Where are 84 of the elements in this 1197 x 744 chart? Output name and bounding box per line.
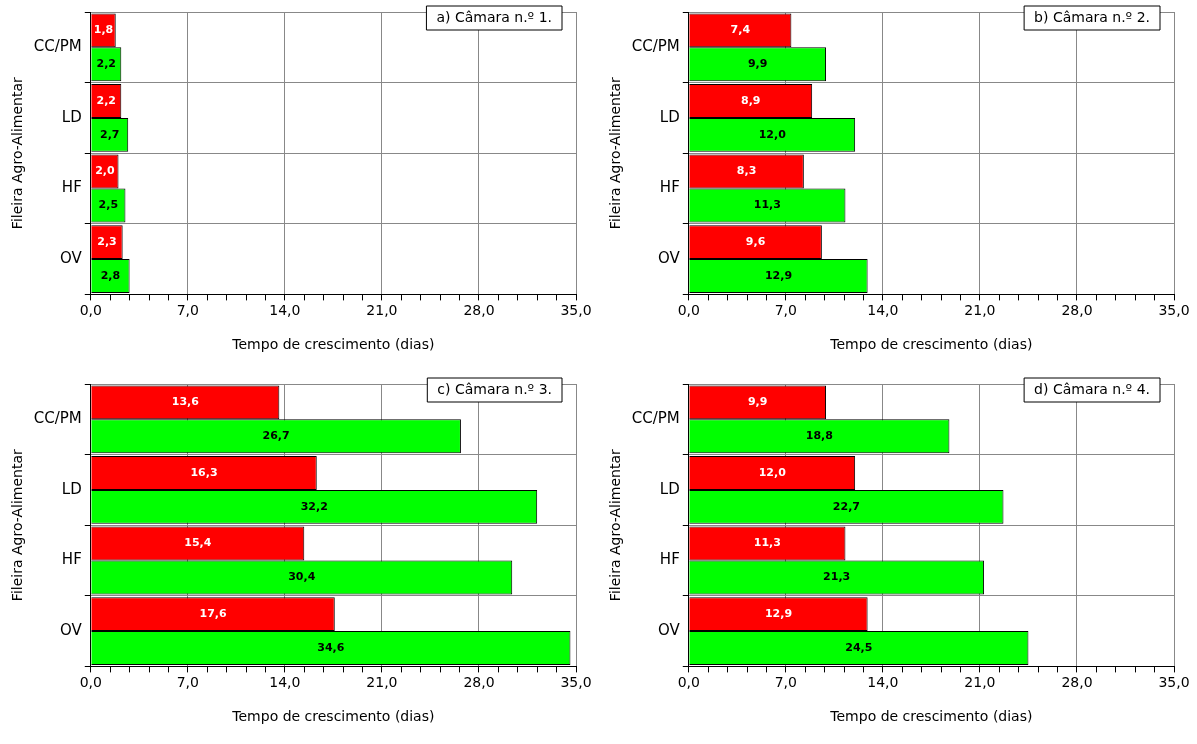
- x-axis-title: Tempo de crescimento (dias): [829, 708, 1033, 725]
- x-tick-label: 35,0: [560, 674, 592, 691]
- x-tick-label: 35,0: [1158, 302, 1190, 319]
- x-axis-title: Tempo de crescimento (dias): [829, 336, 1033, 353]
- text: 2,2: [96, 57, 117, 71]
- x-tick-label: 14,0: [269, 302, 301, 319]
- y-tick-label: OV: [59, 248, 83, 267]
- y-tick-label: CC/PM: [33, 409, 82, 428]
- text: 2,8: [100, 268, 121, 282]
- text: 32,2: [300, 499, 328, 513]
- text: 16,3: [190, 465, 218, 479]
- text: 12,9: [764, 607, 793, 621]
- x-tick-label: 28,0: [1061, 674, 1093, 691]
- y-tick-label: HF: [659, 550, 680, 569]
- x-tick-label: 14,0: [867, 302, 899, 319]
- y-tick-label: CC/PM: [631, 37, 680, 56]
- chart-title: a) Câmara n.º 1.: [436, 8, 552, 25]
- y-tick-label: HF: [659, 178, 680, 197]
- x-tick-label: 14,0: [867, 674, 899, 691]
- text: 2,5: [98, 198, 119, 212]
- text: 26,7: [262, 429, 290, 443]
- text: 9,9: [747, 57, 768, 71]
- text: 9,6: [745, 235, 766, 249]
- y-tick-label: LD: [61, 479, 82, 498]
- text: 12,0: [758, 127, 786, 141]
- x-tick-label: 28,0: [463, 674, 495, 691]
- text: 11,3: [753, 198, 781, 212]
- x-tick-label: 0,0: [79, 302, 102, 319]
- text: 11,3: [753, 536, 781, 550]
- x-tick-label: 0,0: [79, 674, 102, 691]
- y-axis-title: Fileira Agro-Alimentar: [607, 77, 624, 230]
- text: 1,8: [93, 23, 114, 37]
- x-tick-label: 21,0: [366, 302, 398, 319]
- y-tick-label: OV: [657, 248, 681, 267]
- y-tick-label: OV: [59, 620, 83, 639]
- text: 2,2: [96, 93, 117, 107]
- x-tick-label: 21,0: [964, 302, 996, 319]
- x-axis-title: Tempo de crescimento (dias): [231, 336, 435, 353]
- x-tick-label: 28,0: [1061, 302, 1093, 319]
- x-tick-label: 21,0: [964, 674, 996, 691]
- x-tick-label: 0,0: [677, 674, 700, 691]
- text: 22,7: [832, 499, 860, 513]
- chart-title: b) Câmara n.º 2.: [1034, 8, 1150, 25]
- text: 12,0: [758, 465, 786, 479]
- text: 17,6: [199, 607, 227, 621]
- text: 7,4: [730, 23, 751, 37]
- y-tick-label: OV: [657, 620, 681, 639]
- text: 24,5: [845, 640, 873, 654]
- chart-title: c) Câmara n.º 3.: [437, 380, 552, 397]
- y-axis-title: Fileira Agro-Alimentar: [9, 77, 26, 230]
- text: 18,8: [805, 429, 833, 443]
- text: 2,7: [100, 127, 120, 141]
- x-tick-label: 7,0: [774, 674, 797, 691]
- x-tick-label: 21,0: [366, 674, 398, 691]
- x-axis-title: Tempo de crescimento (dias): [231, 708, 435, 725]
- x-tick-label: 7,0: [176, 302, 199, 319]
- x-tick-label: 0,0: [677, 302, 700, 319]
- text: 13,6: [171, 395, 199, 409]
- x-tick-label: 14,0: [269, 674, 301, 691]
- y-tick-label: CC/PM: [631, 409, 680, 428]
- text: 2,0: [95, 164, 115, 178]
- text: 12,9: [764, 268, 793, 282]
- x-tick-label: 7,0: [176, 674, 199, 691]
- y-tick-label: LD: [659, 479, 680, 498]
- text: 2,3: [97, 235, 117, 249]
- text: 9,9: [747, 395, 768, 409]
- y-tick-label: HF: [61, 550, 82, 569]
- x-tick-label: 7,0: [774, 302, 797, 319]
- x-tick-label: 35,0: [560, 302, 592, 319]
- y-tick-label: HF: [61, 178, 82, 197]
- y-tick-label: LD: [61, 107, 82, 126]
- y-tick-label: LD: [659, 107, 680, 126]
- y-axis-title: Fileira Agro-Alimentar: [9, 449, 26, 602]
- text: 21,3: [823, 570, 851, 584]
- text: 8,9: [740, 93, 761, 107]
- chart-title: d) Câmara n.º 4.: [1034, 380, 1150, 397]
- x-tick-label: 35,0: [1158, 674, 1190, 691]
- y-axis-title: Fileira Agro-Alimentar: [607, 449, 624, 602]
- y-tick-label: CC/PM: [33, 37, 82, 56]
- x-tick-label: 28,0: [463, 302, 495, 319]
- text: 34,6: [317, 640, 345, 654]
- text: 30,4: [288, 570, 316, 584]
- text: 15,4: [184, 536, 212, 550]
- text: 8,3: [736, 164, 757, 178]
